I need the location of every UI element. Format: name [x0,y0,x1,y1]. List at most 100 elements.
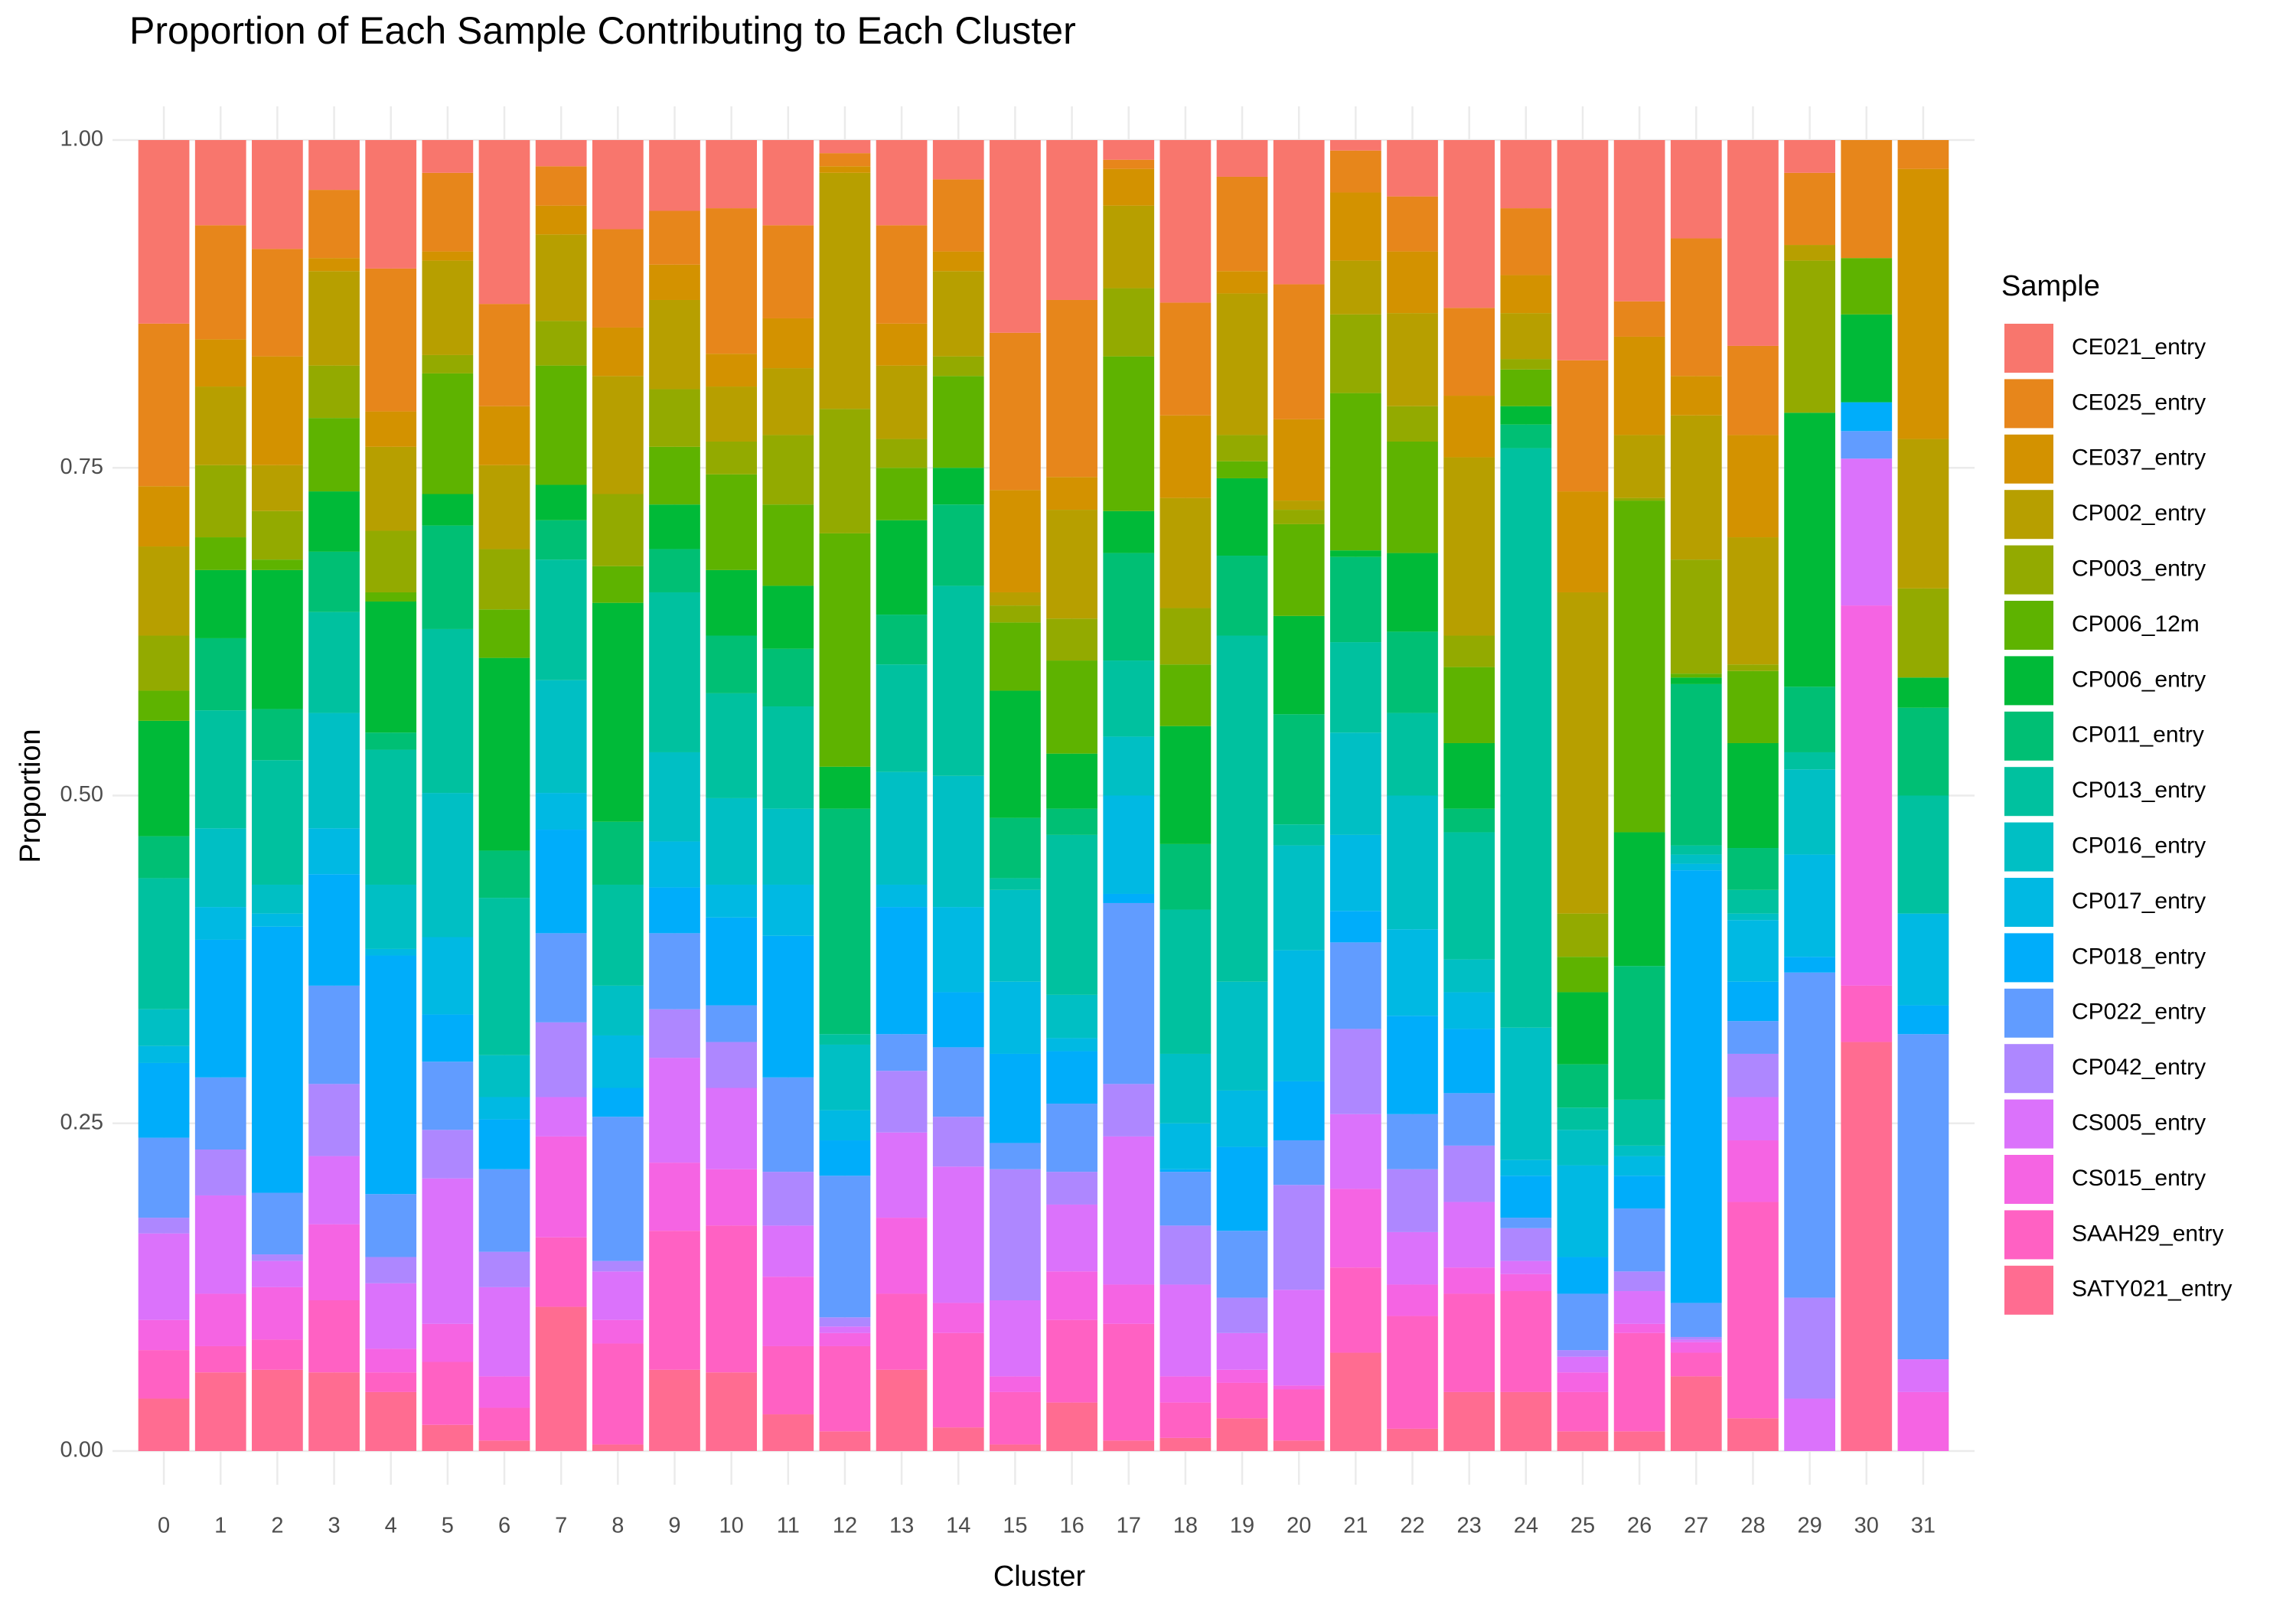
bar-segment [1273,140,1325,285]
bar-segment [1500,359,1552,370]
bar-segment [365,1372,417,1392]
bar-segment [819,808,871,1035]
bar-segment [1159,1225,1212,1285]
bar-segment [706,917,758,1006]
legend-label: CE021_entry [2072,334,2206,360]
bar-segment [252,569,303,709]
bar-segment [819,166,871,173]
bar-segment [592,327,644,377]
bar-segment [1329,1029,1381,1114]
bar-segment [535,484,587,520]
bar-segment [1273,510,1325,524]
bar-segment [706,1225,758,1373]
legend-label: CP022_entry [2072,1000,2206,1025]
bar-segment [194,1077,246,1150]
x-tick-label: 25 [1570,1514,1595,1538]
bar-segment [1557,1356,1609,1373]
bar-segment [819,172,871,409]
bar-segment [649,504,700,550]
bar-segment [706,797,758,885]
bar-segment [252,709,303,761]
bar-segment [1784,752,1835,770]
bar-segment [649,887,700,934]
legend-key [2004,1155,2053,1204]
bar-segment [1557,1431,1609,1451]
bar-segment [308,258,360,272]
bar-segment [138,878,190,1009]
bar-segment [592,1117,644,1261]
x-tick-label: 12 [833,1514,857,1538]
legend-label: CS015_entry [2072,1166,2206,1191]
bar-segment [1557,491,1609,592]
legend-key [2004,988,2053,1038]
bar-segment [194,907,246,940]
bar-segment [1557,1107,1609,1130]
bar-segment [252,1287,303,1340]
bar-segment [1216,293,1268,435]
x-tick-label: 29 [1797,1514,1821,1538]
bar-segment [592,376,644,494]
bar-segment [876,323,928,366]
bar-segment [706,1372,758,1451]
bar-segment [649,446,700,505]
bar-segment [1329,642,1381,733]
bar-segment [876,1293,928,1370]
x-axis-title: Cluster [993,1560,1086,1593]
bar-segment [194,1150,246,1195]
x-tick-label: 2 [271,1514,283,1538]
bar-segment [592,1035,644,1088]
bar-segment [422,1323,474,1362]
bar-segment [478,898,530,1055]
bar-segment [932,1427,984,1451]
bar-segment [1670,673,1722,678]
bar-segment [819,766,871,809]
bar-segment [762,318,814,369]
bar-segment [1387,140,1438,197]
bar-segment [1613,966,1665,1100]
bar-segment [706,635,758,693]
bar-segment [1273,1081,1325,1141]
bar-segment [422,172,474,252]
bar-segment [308,140,360,191]
bar-segment [194,1195,246,1294]
bar-segment [1443,808,1495,833]
bar-segment [932,504,984,586]
bar-segment [252,559,303,570]
bar-segment [1897,677,1949,708]
bar-segment [1557,957,1609,993]
bar-segment [1046,1271,1097,1320]
bar-segment [535,1237,587,1307]
bar-segment [1613,501,1665,833]
bar-segment [1329,732,1381,835]
bar-segment [1670,238,1722,377]
legend-key [2004,822,2053,872]
bar-segment [592,1271,644,1320]
bar-segment [762,1225,814,1277]
bar-segment [422,1178,474,1324]
bar-segment [1897,1359,1949,1392]
bar-segment [1273,419,1325,501]
bar-segment [252,1260,303,1287]
bar-segment [1329,556,1381,643]
legend-key [2004,490,2053,540]
bar-segment [1784,260,1835,413]
bar-segment [592,985,644,1035]
bar-segment [1784,686,1835,752]
x-tick-label: 30 [1854,1514,1879,1538]
bar-segment [819,1140,871,1176]
legend-label: CE025_entry [2072,390,2206,415]
bar-segment [762,1277,814,1346]
bar-segment [1727,913,1779,921]
bar-segment [592,1343,644,1445]
bar-segment [1841,458,1893,606]
bar-segment [649,299,700,390]
x-tick-label: 22 [1400,1514,1424,1538]
bar-segment [1557,1257,1609,1294]
bar-segment [1387,713,1438,796]
bar-segment [592,602,644,822]
x-tick-label: 4 [385,1514,397,1538]
bar-segment [1613,1291,1665,1324]
bar-segment [194,1293,246,1346]
bar-segment [1329,393,1381,551]
bar-segment [252,140,303,249]
